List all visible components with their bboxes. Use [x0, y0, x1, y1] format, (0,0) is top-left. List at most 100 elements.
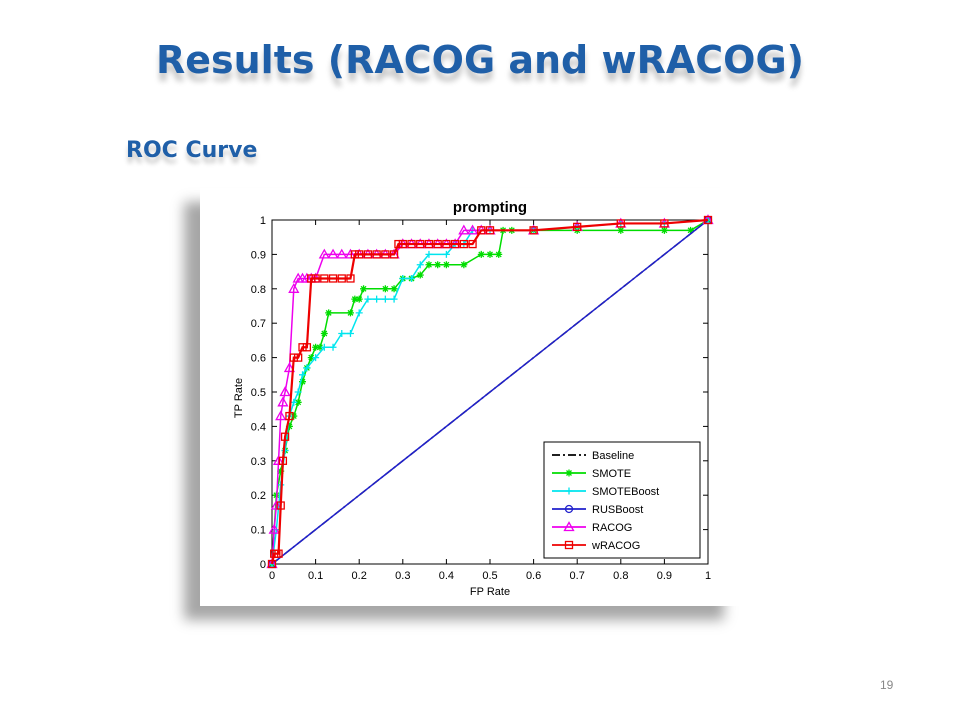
legend-box	[543, 441, 701, 559]
data-point-smote	[299, 378, 307, 386]
data-point-wracog	[346, 274, 355, 283]
y-tick-label: 1	[260, 215, 266, 227]
data-point-wracog	[363, 250, 373, 259]
data-point-smote	[320, 330, 328, 338]
data-point-wracog	[307, 274, 316, 283]
data-point-smote	[325, 309, 333, 317]
y-tick-label: 0.2	[251, 490, 266, 502]
x-tick-label: 0.8	[613, 570, 628, 582]
data-point-smote	[617, 226, 625, 234]
legend-label: wRACOG	[591, 540, 640, 552]
data-point-smoteboost	[299, 371, 307, 379]
data-point-smote	[460, 261, 468, 269]
x-tick-label: 0.6	[526, 570, 541, 582]
data-point-wracog	[355, 250, 364, 259]
x-axis-label: FP Rate	[470, 586, 510, 598]
data-point-racog	[275, 410, 287, 421]
legend-item-rusboost: RUSBoost	[552, 504, 643, 516]
data-point-smote	[416, 271, 424, 279]
legend-item-wracog: wRACOG	[552, 540, 640, 552]
legend-marker	[563, 521, 575, 532]
data-point-smote	[312, 343, 320, 351]
data-point-smoteboost	[390, 295, 398, 303]
data-point-smoteboost	[329, 343, 337, 351]
data-point-wracog	[573, 222, 582, 232]
x-tick-label: 0.3	[395, 570, 410, 582]
y-tick-label: 0	[260, 559, 266, 571]
data-point-racog	[268, 523, 280, 534]
data-point-smote	[316, 343, 324, 351]
data-point-racog	[277, 396, 289, 407]
y-tick-label: 0.7	[251, 318, 266, 330]
data-point-smote	[442, 261, 450, 269]
data-point-wracog	[477, 226, 486, 235]
x-tick-label: 0.2	[352, 570, 367, 582]
data-point-wracog	[660, 219, 669, 228]
y-tick-label: 0.1	[251, 525, 266, 537]
data-point-smote	[477, 250, 485, 258]
data-point-wracog	[529, 226, 538, 235]
data-point-smoteboost	[338, 330, 346, 338]
legend-label: SMOTEBoost	[592, 486, 659, 498]
slide-subtitle: ROC Curve	[126, 138, 258, 163]
data-point-wracog	[433, 239, 442, 249]
slide-title: Results (RACOG and wRACOG)	[155, 38, 805, 82]
data-point-smote	[381, 285, 389, 293]
data-point-wracog	[424, 239, 434, 249]
legend-item-racog: RACOG	[552, 521, 632, 534]
data-point-wracog	[389, 250, 399, 259]
data-point-smoteboost	[416, 261, 424, 269]
data-point-wracog	[278, 456, 288, 465]
data-point-wracog	[337, 274, 346, 283]
data-point-smoteboost	[312, 354, 320, 362]
data-point-smote	[351, 295, 359, 303]
data-point-smoteboost	[303, 364, 311, 372]
data-point-wracog	[311, 274, 320, 283]
data-point-racog	[336, 248, 348, 259]
data-point-racog	[270, 499, 282, 510]
data-point-racog	[283, 362, 296, 373]
legend-item-smote: SMOTE	[552, 468, 631, 480]
data-point-racog	[327, 248, 339, 259]
legend-item-baseline: Baseline	[552, 450, 634, 462]
y-tick-label: 0.4	[251, 421, 266, 433]
data-point-wracog	[381, 250, 390, 259]
x-tick-label: 0.7	[570, 570, 585, 582]
legend-label: Baseline	[592, 450, 634, 462]
data-point-smote	[346, 309, 354, 317]
legend-marker	[565, 469, 573, 477]
x-tick-label: 0.5	[482, 570, 497, 582]
data-point-wracog	[294, 353, 303, 362]
data-point-smoteboost	[399, 274, 407, 282]
data-point-smoteboost	[346, 330, 354, 338]
data-point-smote	[290, 412, 298, 420]
data-point-wracog	[274, 549, 283, 558]
data-point-smote	[307, 354, 315, 362]
data-point-smote	[434, 261, 442, 269]
data-point-wracog	[398, 239, 407, 249]
legend-marker	[564, 504, 574, 514]
legend-marker	[565, 487, 573, 495]
data-point-smoteboost	[442, 250, 450, 258]
series-line-rusboost	[271, 219, 709, 565]
data-point-wracog	[407, 239, 416, 249]
data-point-smote	[390, 285, 398, 293]
data-point-smote	[660, 226, 668, 234]
data-point-wracog	[459, 239, 468, 249]
data-point-wracog	[302, 343, 312, 352]
data-point-racog	[272, 454, 285, 465]
data-point-smote	[285, 422, 293, 430]
data-point-smoteboost	[373, 295, 381, 303]
data-point-smoteboost	[381, 295, 389, 303]
data-point-wracog	[328, 274, 338, 283]
series-line-wracog	[270, 218, 709, 565]
legend: Baseline SMOTE SMOTEBoost RUSBoost RACOG wRAC…	[543, 441, 701, 559]
y-tick-label: 0.8	[251, 284, 266, 296]
x-tick-label: 0	[269, 570, 275, 582]
legend-label: RUSBoost	[592, 504, 643, 516]
y-tick-label: 0.9	[251, 249, 266, 261]
legend-marker	[564, 540, 574, 550]
data-point-wracog	[320, 274, 329, 283]
data-point-smoteboost	[320, 343, 328, 351]
data-point-smote	[687, 226, 695, 234]
